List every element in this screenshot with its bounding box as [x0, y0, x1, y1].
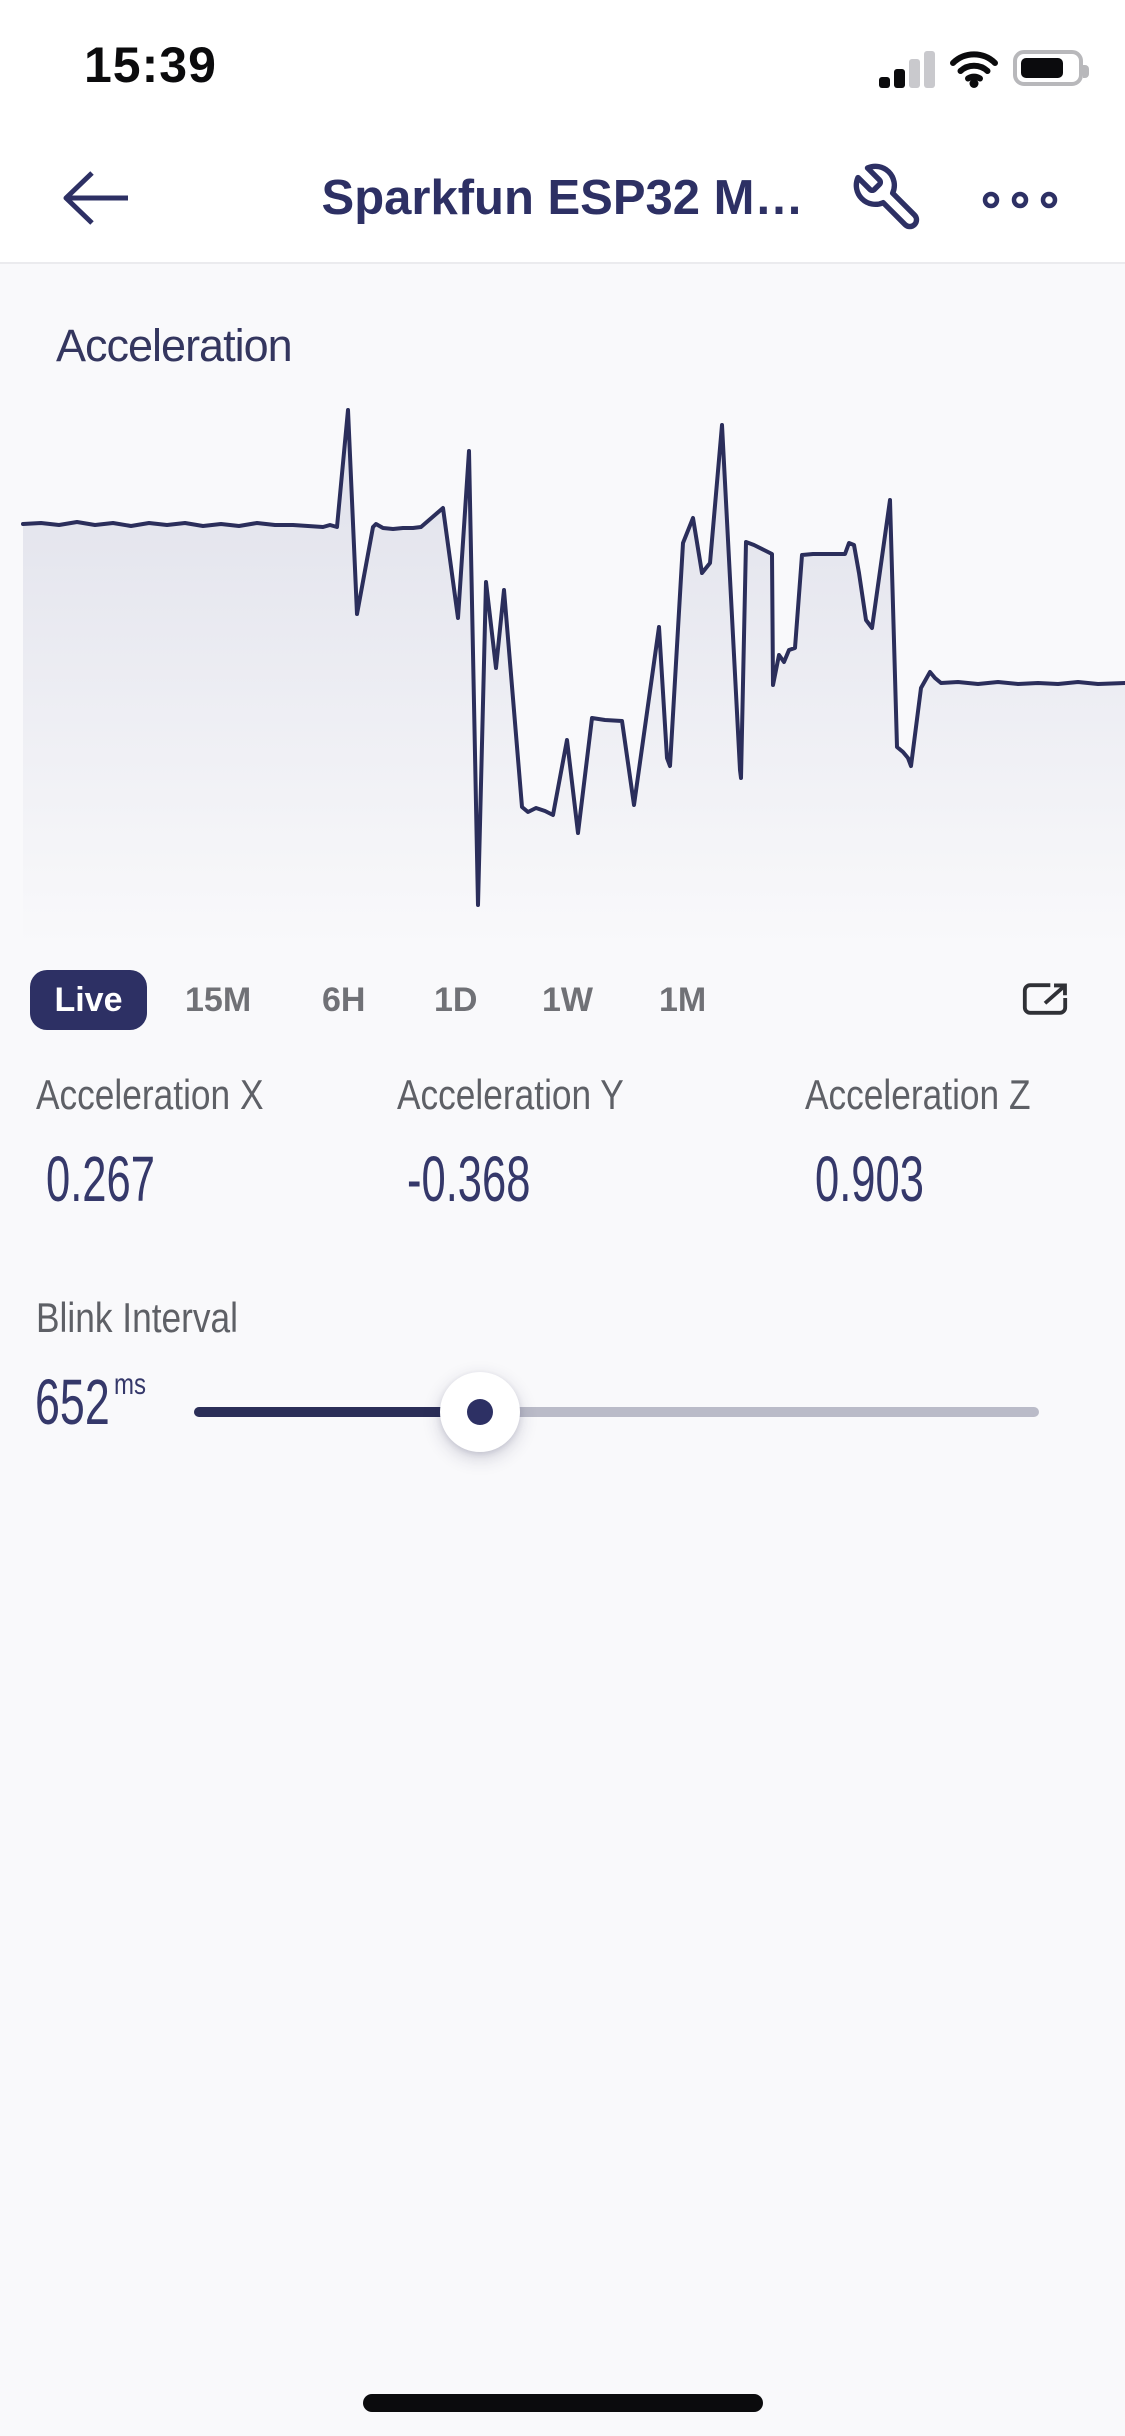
metric-value: -0.368	[407, 1143, 531, 1215]
page-title: Sparkfun ESP32 M…	[321, 171, 804, 225]
metric-acceleration-y: Acceleration Y -0.368	[397, 1070, 667, 1211]
slider-thumb-dot	[467, 1399, 493, 1425]
blink-interval-label: Blink Interval	[36, 1294, 238, 1341]
slider-track[interactable]	[194, 1407, 1039, 1417]
cellular-signal-icon	[879, 51, 935, 88]
tab-15m[interactable]: 15M	[185, 970, 251, 1030]
blink-interval-unit: ms	[113, 1368, 146, 1401]
wifi-icon	[950, 51, 998, 88]
metric-label: Acceleration X	[36, 1071, 264, 1118]
slider-thumb[interactable]	[440, 1372, 520, 1452]
tab-live[interactable]: Live	[30, 970, 147, 1030]
back-arrow-icon	[63, 171, 128, 225]
clock-time: 15:39	[84, 37, 217, 93]
home-indicator[interactable]	[363, 2394, 763, 2412]
acceleration-area-chart[interactable]	[21, 408, 1125, 945]
more-menu-button[interactable]	[982, 186, 1058, 214]
tab-6h[interactable]: 6H	[322, 970, 365, 1030]
battery-icon	[1013, 50, 1089, 86]
status-bar: 15:39	[0, 0, 1125, 132]
chart-area-fill	[23, 410, 1125, 945]
device-settings-button[interactable]	[850, 160, 926, 236]
open-external-icon	[1022, 982, 1068, 1015]
metric-label: Acceleration Y	[397, 1071, 624, 1118]
blink-interval-slider[interactable]	[194, 1372, 1039, 1452]
metric-acceleration-z: Acceleration Z 0.903	[805, 1070, 1073, 1211]
more-menu-icon	[982, 191, 1058, 209]
battery-fill	[1021, 58, 1063, 78]
tab-1w[interactable]: 1W	[542, 970, 593, 1030]
wrench-icon	[853, 163, 920, 230]
chart-title: Acceleration	[56, 320, 293, 371]
back-button[interactable]	[56, 168, 136, 228]
battery-nub	[1083, 65, 1089, 78]
blink-interval-value: 652 ms	[35, 1366, 154, 1438]
blink-interval-number: 652	[35, 1366, 110, 1438]
expand-chart-button[interactable]	[1019, 980, 1071, 1020]
tab-1d[interactable]: 1D	[434, 970, 477, 1030]
chart-line	[21, 408, 1125, 907]
metric-value: 0.903	[815, 1143, 924, 1215]
slider-fill	[194, 1407, 480, 1417]
metric-value: 0.267	[46, 1143, 155, 1215]
metric-acceleration-x: Acceleration X 0.267	[36, 1070, 307, 1211]
nav-bar: Sparkfun ESP32 M…	[0, 132, 1125, 264]
tab-1m[interactable]: 1M	[659, 970, 706, 1030]
metric-label: Acceleration Z	[805, 1071, 1031, 1118]
status-icons	[879, 44, 1089, 88]
blink-interval-section: Blink Interval	[36, 1293, 276, 1343]
